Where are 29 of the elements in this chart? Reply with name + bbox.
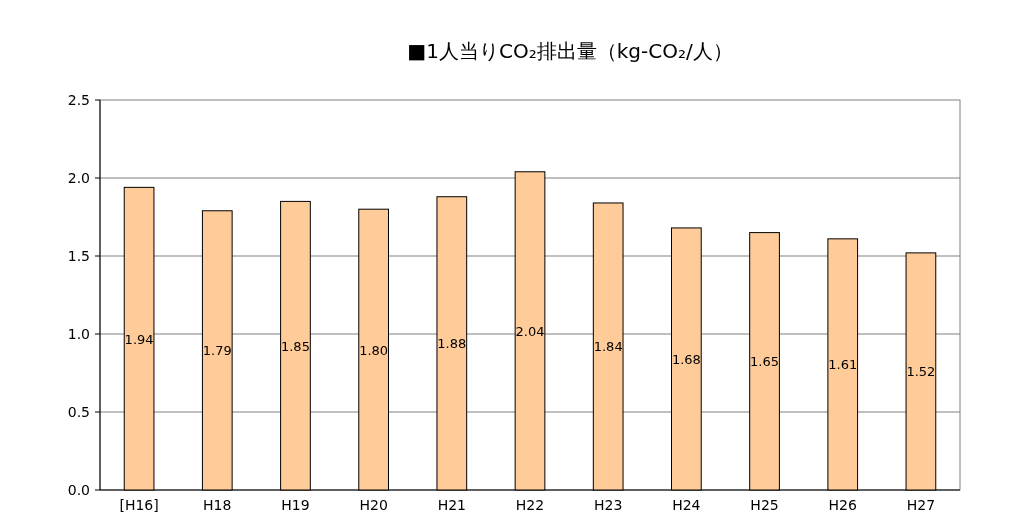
x-tick-label: H22	[515, 497, 545, 513]
x-tick-label: H20	[359, 497, 388, 513]
y-tick-label: 1.5	[67, 248, 90, 264]
data-label: 1.80	[359, 342, 389, 358]
data-label: 1.94	[124, 331, 154, 347]
x-tick-label: H26	[828, 497, 857, 513]
x-tick-label: H24	[672, 497, 701, 513]
x-tick-label: [H16]	[119, 497, 159, 513]
x-tick-label: H27	[906, 497, 936, 513]
data-label: 1.84	[593, 339, 623, 355]
y-tick-label: 0.0	[67, 482, 90, 498]
x-tick-label: H25	[750, 497, 779, 513]
data-label: 1.85	[280, 338, 310, 354]
y-tick-label: 2.0	[67, 170, 90, 186]
x-tick-label: H21	[437, 497, 466, 513]
y-tick-label: 0.5	[67, 404, 90, 420]
data-label: 1.52	[906, 364, 936, 380]
data-label: 1.68	[671, 351, 701, 367]
data-label: 1.65	[750, 354, 780, 370]
y-tick-label: 1.0	[67, 326, 90, 342]
chart-title: ■1人当りCO₂排出量（kg-CO₂/人）	[407, 39, 733, 63]
x-tick-label: H18	[203, 497, 232, 513]
data-label: 2.04	[515, 323, 545, 339]
x-tick-label: H23	[594, 497, 623, 513]
data-label: 1.88	[437, 336, 467, 352]
data-label: 1.79	[202, 343, 232, 359]
x-tick-label: H19	[281, 497, 310, 513]
y-tick-label: 2.5	[67, 92, 90, 108]
data-label: 1.61	[828, 357, 858, 373]
